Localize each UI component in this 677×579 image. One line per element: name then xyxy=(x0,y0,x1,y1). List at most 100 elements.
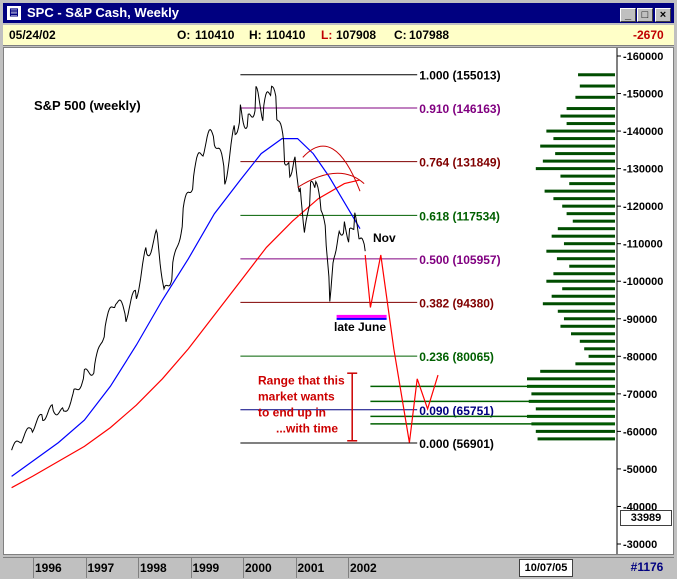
volume-profile-bar xyxy=(544,189,615,193)
close-button[interactable]: × xyxy=(655,8,671,22)
volume-profile-bar xyxy=(557,227,615,231)
low-label: L: xyxy=(321,28,333,42)
resistance-arc xyxy=(297,172,365,188)
volume-profile-bar xyxy=(579,84,615,88)
year-separator xyxy=(138,558,139,578)
volume-profile-bar xyxy=(572,219,615,223)
year-separator xyxy=(348,558,349,578)
price-chart[interactable]: -160000 -150000 -140000 -130000 -120000 -1100… xyxy=(4,48,673,554)
y-tick-label: -100000 xyxy=(623,276,663,288)
x-year-label: 1998 xyxy=(140,561,167,575)
volume-profile-bar xyxy=(560,174,615,178)
y-tick-label: -80000 xyxy=(623,351,657,363)
quote-bar: 05/24/02 O: 110410 H: 110410 L: 107908 C… xyxy=(3,25,674,46)
volume-profile-bar xyxy=(546,279,615,283)
year-separator xyxy=(33,558,34,578)
nov-label: Nov xyxy=(373,231,396,245)
x-year-label: 1996 xyxy=(35,561,62,575)
volume-profile-bar xyxy=(546,249,615,253)
change-value: -2670 xyxy=(633,28,664,42)
quote-date: 05/24/02 xyxy=(9,28,56,42)
price-line xyxy=(11,85,366,451)
y-tick-label: -110000 xyxy=(623,239,663,251)
volume-profile-bar xyxy=(566,212,615,216)
volume-profile-bar xyxy=(571,332,615,336)
volume-profile-bar xyxy=(579,339,615,343)
maximize-button[interactable]: □ xyxy=(637,8,653,22)
volume-profile-bar xyxy=(535,407,615,411)
volume-profile-bar xyxy=(588,354,615,358)
volume-profile-bar xyxy=(578,73,615,77)
y-tick-label: -30000 xyxy=(623,539,657,551)
volume-profile-bar xyxy=(531,392,615,396)
x-year-label: 1999 xyxy=(192,561,220,575)
volume-profile-bar xyxy=(540,369,615,373)
resistance-arc-2 xyxy=(302,145,361,192)
volume-profile-bar xyxy=(542,302,615,306)
volume-profile-bar xyxy=(562,287,615,291)
volume-profile-bar xyxy=(563,317,615,321)
y-tick-label: -120000 xyxy=(623,201,663,213)
volume-profile-bar xyxy=(562,204,615,208)
open-value: 110410 xyxy=(195,28,235,42)
year-separator xyxy=(243,558,244,578)
volume-profile-bar xyxy=(551,234,615,238)
y-tick-label: -70000 xyxy=(623,389,657,401)
y-tick-label: -50000 xyxy=(623,464,657,476)
volume-profile-bar xyxy=(569,182,615,186)
volume-profile-bar xyxy=(584,347,615,351)
y-tick-label: -150000 xyxy=(623,89,663,101)
scale-value-box: 33989 xyxy=(620,510,672,526)
late-june-marker-base xyxy=(336,317,387,320)
projection-line xyxy=(364,254,439,443)
volume-profile-bar xyxy=(553,272,615,276)
y-tick-label: -130000 xyxy=(623,164,663,176)
range-note-line: ...with time xyxy=(276,421,338,435)
late-june-marker xyxy=(336,314,387,318)
fib-level-label: 0.500 (105957) xyxy=(419,253,500,267)
volume-profile-bar xyxy=(542,159,615,163)
y-tick-label: -160000 xyxy=(623,51,663,63)
volume-profile-bar xyxy=(546,129,615,133)
year-separator xyxy=(295,558,297,578)
fib-level-label: 0.236 (80065) xyxy=(419,350,494,364)
y-tick-label: -140000 xyxy=(623,126,663,138)
volume-profile-bar xyxy=(575,362,615,366)
x-year-label: 2000 xyxy=(245,561,272,575)
bar-count: #1176 xyxy=(630,560,664,574)
window-title: SPC - S&P Cash, Weekly xyxy=(27,5,179,20)
volume-profile-bar xyxy=(535,167,615,171)
fib-level-label: 0.910 (146163) xyxy=(419,102,500,116)
volume-profile-bar xyxy=(537,437,615,441)
volume-profile-bar xyxy=(555,152,615,156)
fib-level-label: 0.618 (117534) xyxy=(419,209,500,223)
range-note-line: market wants xyxy=(258,389,335,403)
x-year-label: 2002 xyxy=(350,561,377,575)
volume-profile-bar xyxy=(553,137,615,141)
volume-profile-bar xyxy=(566,122,615,126)
volume-profile-bar xyxy=(575,95,615,99)
minimize-button[interactable]: _ xyxy=(620,8,636,22)
late-june-label: late June xyxy=(334,320,386,334)
open-label: O: xyxy=(177,28,191,42)
volume-profile-bar xyxy=(569,264,615,268)
volume-profile-bar xyxy=(563,242,615,246)
x-year-label: 1997 xyxy=(87,561,115,575)
fib-level-label: 0.382 (94380) xyxy=(419,296,494,310)
range-note-line: Range that this xyxy=(258,373,345,387)
volume-profile-bar xyxy=(557,309,615,313)
volume-profile-bar xyxy=(560,114,615,118)
volume-profile-bar xyxy=(540,144,615,148)
cursor-date-box: 10/07/05 xyxy=(519,559,573,577)
low-value: 107908 xyxy=(336,28,377,42)
close-value: 107988 xyxy=(409,28,450,42)
time-axis-bar[interactable]: 1996 1997 1998 1999 2000 2001 2002 10/07/05 #1… xyxy=(3,557,674,578)
y-axis-strip xyxy=(617,48,673,554)
fib-level-label: 1.000 (155013) xyxy=(419,69,500,83)
year-separator xyxy=(190,558,192,578)
chart-title: S&P 500 (weekly) xyxy=(34,98,141,113)
chart-area[interactable]: -160000 -150000 -140000 -130000 -120000 -1100… xyxy=(3,47,674,555)
volume-profile-bar xyxy=(560,324,615,328)
ma-red-line xyxy=(11,179,361,489)
